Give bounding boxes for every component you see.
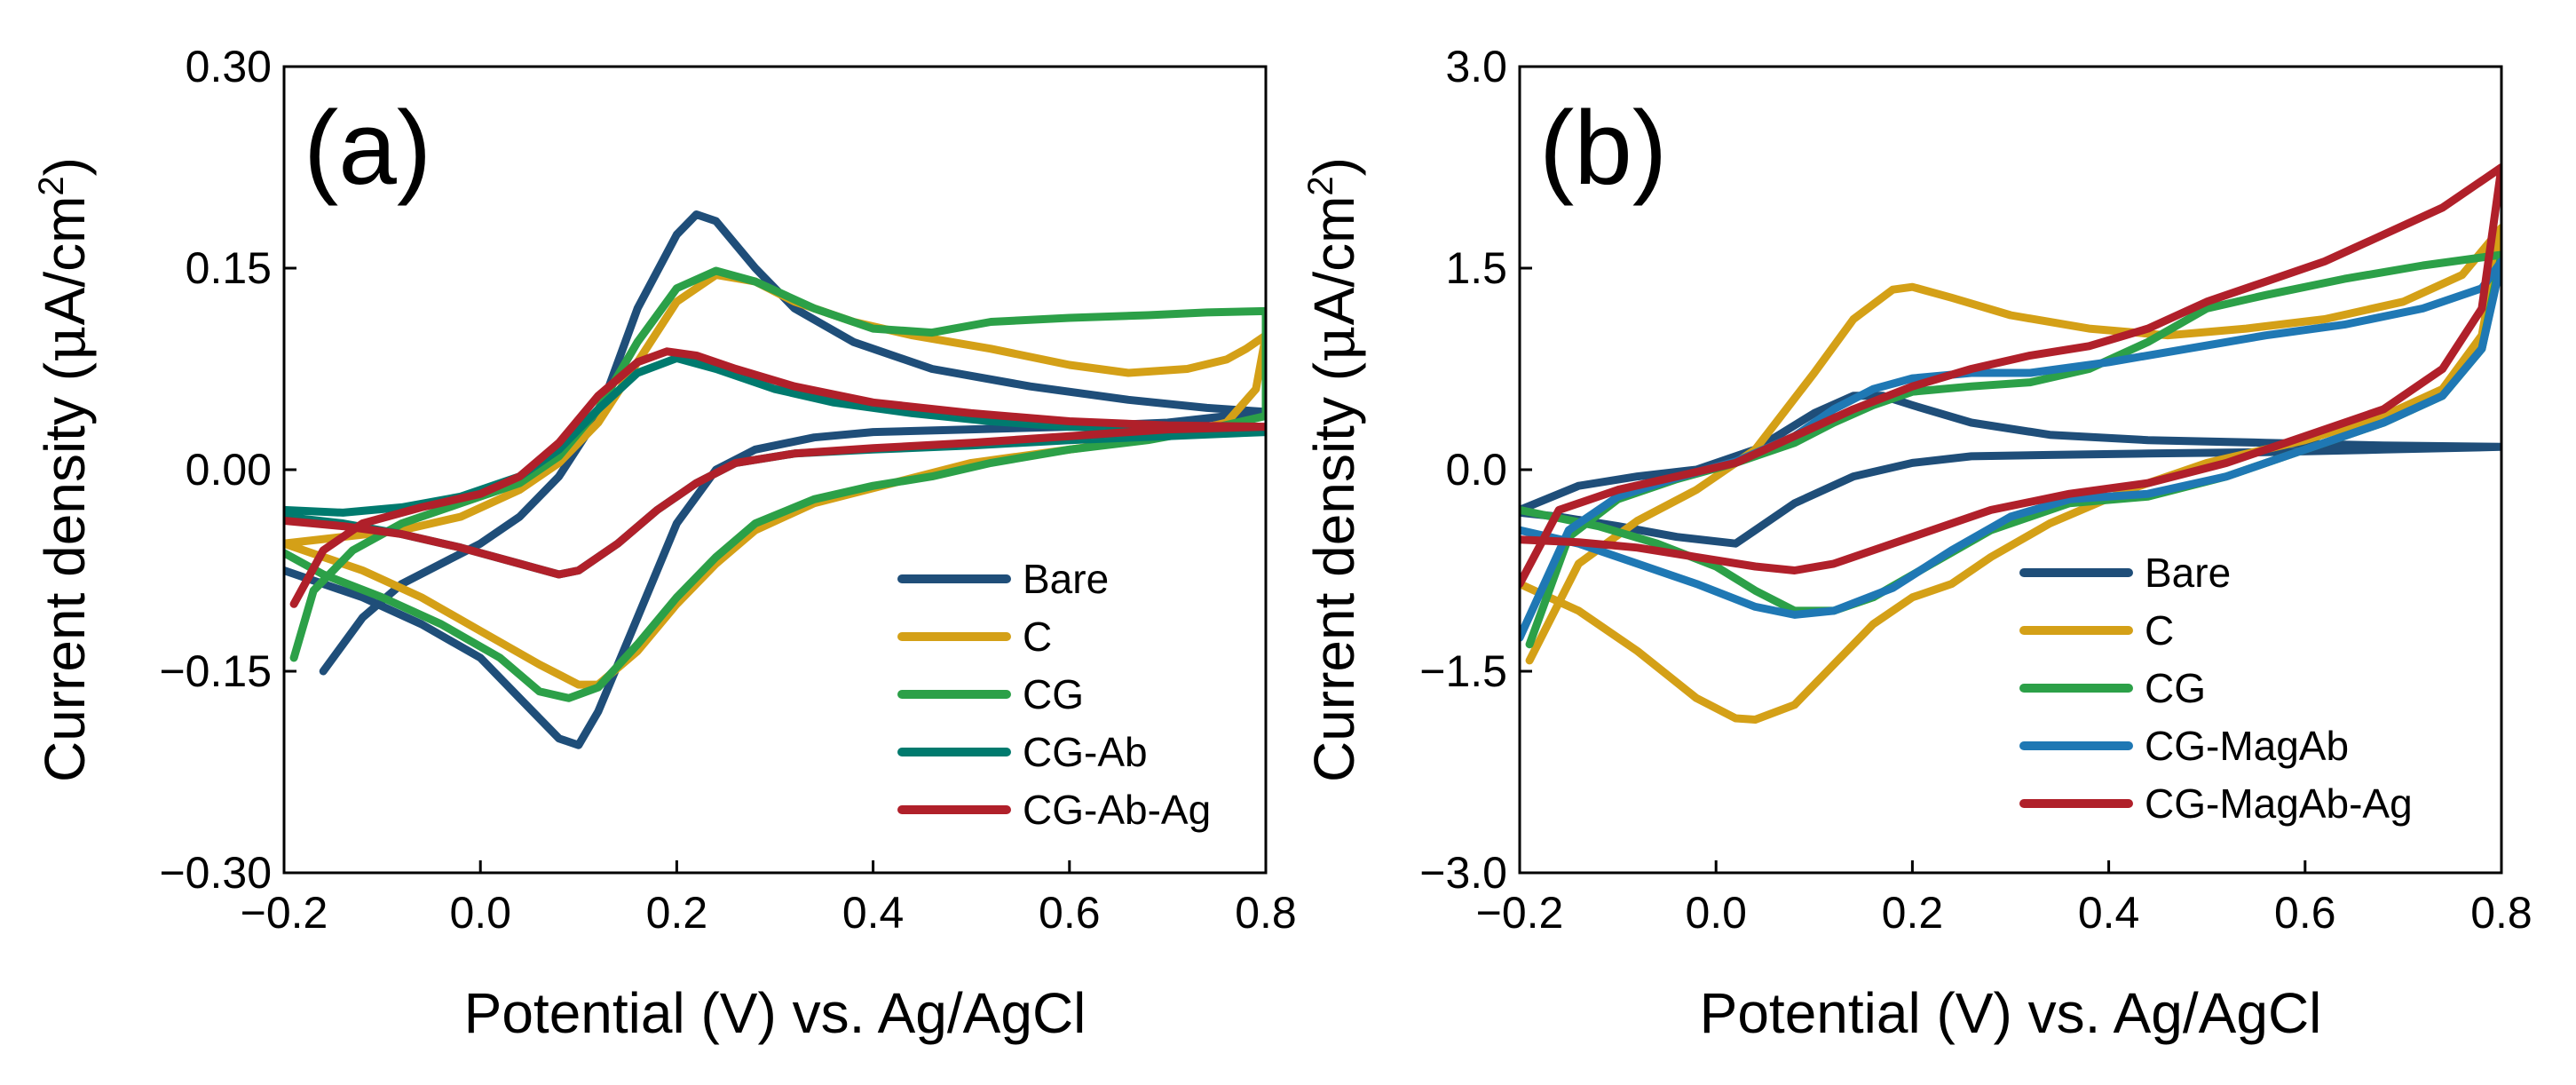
series-line-cg-magab-ag [1520, 163, 2501, 589]
legend: Bare C CG CG-MagAb CG-MagAb-Ag [2019, 550, 2413, 827]
x-tick-label: 0.8 [1235, 888, 1297, 938]
x-tick-label: 0.8 [2470, 888, 2533, 938]
legend-label: Bare [1023, 556, 1109, 602]
panel-label: (b) [1539, 90, 1667, 207]
y-tick-label: −0.30 [159, 848, 272, 898]
y-tick-label: −3.0 [1419, 848, 1507, 898]
x-tick-label: 0.4 [2078, 888, 2140, 938]
y-tick-label: −0.15 [159, 646, 272, 696]
y-tick-label: 0.00 [186, 445, 272, 495]
x-tick-label: −0.2 [241, 888, 328, 938]
x-tick-label: 0.6 [2274, 888, 2336, 938]
legend-label: C [2145, 607, 2174, 653]
y-tick-label: −1.5 [1419, 646, 1507, 696]
y-tick-label: 0.0 [1445, 445, 1507, 495]
panel-a: −0.2 0.0 0.2 0.4 0.6 0.8 −0.30 −0.15 0.00 0.15 0.3… [32, 42, 1297, 1045]
x-tick-label: 0.6 [1039, 888, 1101, 938]
x-tick-label: 0.4 [842, 888, 905, 938]
series-line-cg-magab [1520, 257, 2501, 642]
x-tick-label: 0.2 [1882, 888, 1944, 938]
legend-label: CG-Ab [1023, 729, 1148, 775]
x-axis-title: Potential (V) vs. Ag/AgCl [464, 981, 1087, 1045]
x-tick-label: 0.0 [449, 888, 511, 938]
panel-b: −0.2 0.0 0.2 0.4 0.6 0.8 −3.0 −1.5 0.0 1.5 3.0 Pote… [1301, 42, 2533, 1045]
legend-label: CG [2145, 665, 2206, 711]
series-line-cg-ab-ag [284, 347, 1266, 608]
legend-label: CG-MagAb [2145, 723, 2349, 769]
legend: Bare C CG CG-Ab CG-Ab-Ag [897, 556, 1211, 833]
y-tick-label: 3.0 [1445, 42, 1507, 91]
x-tick-label: 0.2 [646, 888, 708, 938]
series-line-bare [1520, 392, 2501, 548]
x-tick-label: 0.0 [1685, 888, 1747, 938]
y-tick-label: 0.15 [186, 243, 272, 293]
legend-label: C [1023, 614, 1052, 660]
y-axis-title: Current density (μA/cm2) [1301, 157, 1368, 782]
legend-label: CG [1023, 671, 1084, 717]
legend-label: CG-MagAb-Ag [2145, 780, 2413, 827]
y-tick-label: 0.30 [186, 42, 272, 91]
legend-label: CG-Ab-Ag [1023, 787, 1211, 833]
y-tick-label: 1.5 [1445, 243, 1507, 293]
x-axis-title: Potential (V) vs. Ag/AgCl [1700, 981, 2322, 1045]
x-tick-label: −0.2 [1476, 888, 1564, 938]
y-axis-title: Current density (μA/cm2) [32, 157, 99, 782]
series-line-bare [284, 210, 1266, 749]
panel-label: (a) [304, 90, 431, 207]
legend-label: Bare [2145, 550, 2231, 596]
